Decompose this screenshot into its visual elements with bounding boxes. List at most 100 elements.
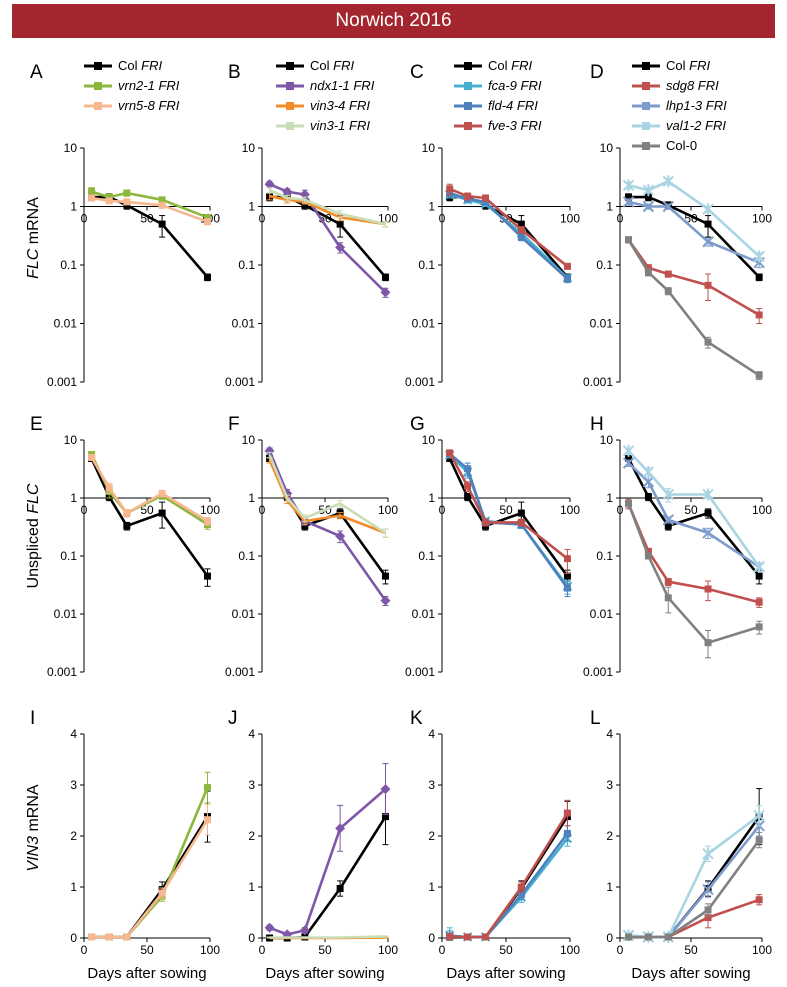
data-point-a-vrn5 xyxy=(158,201,166,209)
y-tick-label-b: 10 xyxy=(242,141,256,155)
data-point-c-fld4 xyxy=(563,275,571,283)
x-tick-label-g: 50 xyxy=(499,503,513,517)
data-point-b-colfri xyxy=(381,273,389,281)
data-point-j-ndx1 xyxy=(335,823,346,834)
data-point-f-colfri xyxy=(381,572,389,580)
data-point-d-colfri xyxy=(704,220,712,228)
data-point-g-fld4 xyxy=(563,584,571,592)
panel-letter-e: E xyxy=(30,414,43,435)
data-point-b-ndx1 xyxy=(335,242,346,253)
data-point-d-col0 xyxy=(704,338,712,346)
data-point-d-sdg8 xyxy=(644,264,652,272)
legend-marker-colfri xyxy=(94,62,102,70)
y-tick-label-f: 10 xyxy=(242,433,256,447)
y-tick-label-g: 1 xyxy=(428,491,435,505)
x-tick-label-i: 100 xyxy=(200,943,220,957)
data-point-e-vrn5 xyxy=(158,489,166,497)
data-point-b-colfri xyxy=(336,220,344,228)
legend-marker-colfri xyxy=(464,62,472,70)
legend-marker-colfri xyxy=(642,62,650,70)
data-point-j-colfri xyxy=(336,885,344,893)
legend-marker-val1 xyxy=(642,122,650,130)
x-tick-label-i: 0 xyxy=(81,943,88,957)
y-tick-label-e: 0.1 xyxy=(60,549,77,563)
y-tick-label-k: 4 xyxy=(428,727,435,741)
legend-label-colfri: Col FRI xyxy=(666,58,710,73)
data-point-a-vrn5 xyxy=(123,198,131,206)
x-tick-label-g: 100 xyxy=(560,503,580,517)
data-point-h-lhp1 xyxy=(702,527,714,539)
data-point-h-lhp1 xyxy=(622,457,635,469)
y-tick-label-b: 1 xyxy=(248,200,255,214)
series-line-c-colfri xyxy=(449,195,569,278)
panel-letter-i: I xyxy=(30,708,35,729)
legend-label-sdg8: sdg8 FRI xyxy=(666,78,719,93)
x-tick-label-l: 50 xyxy=(684,943,698,957)
y-tick-label-l: 2 xyxy=(606,829,613,843)
legend-label-col0: Col-0 xyxy=(666,138,697,153)
data-point-a-vrn5 xyxy=(105,197,113,205)
legend-label-vrn2: vrn2-1 FRI xyxy=(118,78,180,93)
x-axis-title-l: Days after sowing xyxy=(631,965,750,982)
data-point-c-fve3 xyxy=(517,226,525,234)
y-tick-label-a: 0.1 xyxy=(60,258,77,272)
y-tick-label-f: 0.1 xyxy=(238,549,255,563)
x-axis-title-k: Days after sowing xyxy=(446,965,565,982)
data-point-b-ndx1 xyxy=(282,186,293,197)
x-tick-label-b: 0 xyxy=(259,212,266,226)
y-tick-label-a: 0.01 xyxy=(54,317,78,331)
y-tick-label-l: 4 xyxy=(606,727,613,741)
x-tick-label-d: 100 xyxy=(752,212,772,226)
x-tick-label-e: 50 xyxy=(140,503,154,517)
y-tick-label-d: 0.01 xyxy=(590,317,614,331)
legend-marker-lhp1 xyxy=(642,102,650,110)
y-tick-label-c: 0.01 xyxy=(412,317,436,331)
data-point-c-fld4 xyxy=(517,233,525,241)
data-point-i-vrn5 xyxy=(105,933,113,941)
y-tick-label-e: 1 xyxy=(70,491,77,505)
y-tick-label-f: 1 xyxy=(248,491,255,505)
y-tick-label-j: 2 xyxy=(248,829,255,843)
y-tick-label-e: 0.01 xyxy=(54,607,78,621)
y-tick-label-j: 4 xyxy=(248,727,255,741)
data-point-c-fld4 xyxy=(482,198,490,206)
data-point-e-vrn5 xyxy=(203,517,211,525)
data-point-e-vrn5 xyxy=(123,509,131,517)
data-point-h-colfri xyxy=(625,454,633,462)
data-point-a-vrn2 xyxy=(203,213,211,221)
data-point-e-vrn5 xyxy=(88,453,96,461)
panel-letter-l: L xyxy=(590,708,601,729)
data-point-h-col0 xyxy=(704,639,712,647)
series-line-j-colfri xyxy=(269,815,387,940)
panel-letter-d: D xyxy=(590,62,604,83)
y-tick-label-d: 0.1 xyxy=(596,258,613,272)
y-tick-label-a: 1 xyxy=(70,200,77,214)
data-point-j-ndx1 xyxy=(380,784,391,795)
data-point-i-vrn5 xyxy=(88,933,96,941)
data-point-h-col0 xyxy=(625,500,633,508)
data-point-k-fld4 xyxy=(517,891,525,899)
legend-marker-fld4 xyxy=(464,102,472,110)
series-line-k-fve3 xyxy=(449,812,569,939)
data-point-l-col0 xyxy=(664,933,672,941)
legend-label-fve3: fve-3 FRI xyxy=(488,118,542,133)
y-tick-label-l: 3 xyxy=(606,778,613,792)
data-point-h-col0 xyxy=(755,623,763,631)
data-point-d-sdg8 xyxy=(704,281,712,289)
y-tick-label-c: 1 xyxy=(428,200,435,214)
data-point-h-sdg8 xyxy=(704,585,712,593)
data-point-c-fve3 xyxy=(446,185,454,193)
series-line-e-colfri xyxy=(90,457,209,577)
legend-label-vin34: vin3-4 FRI xyxy=(310,98,370,113)
series-line-i-vrn5 xyxy=(91,819,209,939)
x-tick-label-a: 0 xyxy=(81,212,88,226)
panel-letter-j: J xyxy=(228,708,238,729)
y-tick-label-d: 0.001 xyxy=(583,375,613,389)
x-axis-title-i: Days after sowing xyxy=(87,965,206,982)
y-tick-label-g: 10 xyxy=(422,433,436,447)
data-point-l-col0 xyxy=(644,933,652,941)
y-tick-label-h: 0.001 xyxy=(583,665,613,679)
series-line-a-colfri xyxy=(91,195,209,278)
data-point-a-vrn2 xyxy=(123,189,131,197)
